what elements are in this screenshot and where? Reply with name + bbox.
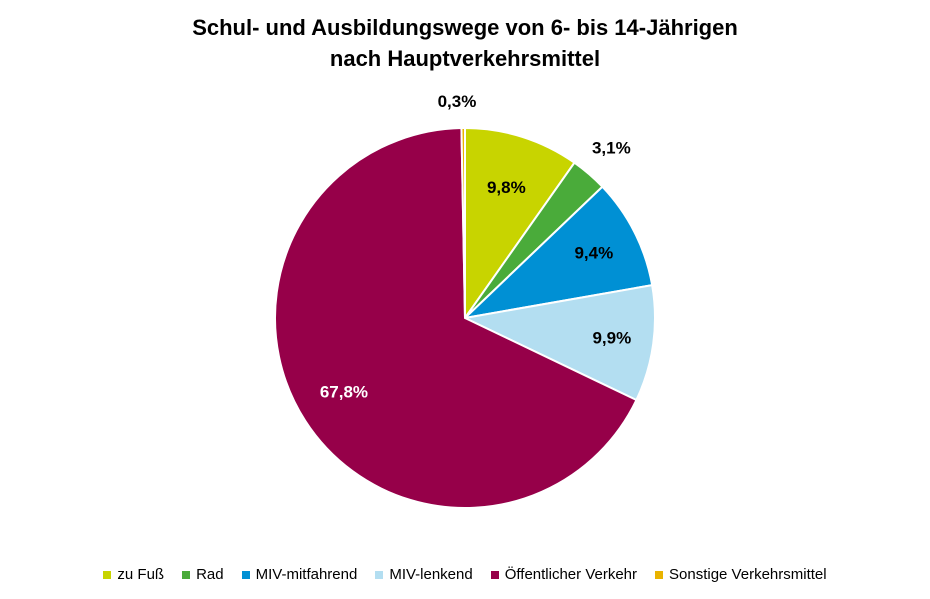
legend-swatch-5	[655, 570, 664, 579]
pie-slices	[274, 126, 656, 509]
legend-label-1: Rad	[196, 566, 224, 583]
legend-label-4: Öffentlicher Verkehr	[504, 566, 638, 583]
pie-labels: 9,8% 3,1% 9,4% 9,9% 67,8% 0,3%	[320, 92, 631, 402]
pie-slice-5	[460, 126, 466, 319]
legend-item-4: Öffentlicher Verkehr	[490, 566, 638, 583]
chart-title-line-1: Schul- und Ausbildungswege von 6- bis 14…	[192, 15, 738, 40]
pie-label-5: 0,3%	[438, 92, 477, 111]
legend-swatch-1	[182, 570, 191, 579]
legend-swatch-3	[375, 570, 384, 579]
legend-item-3: MIV-lenkend	[375, 566, 473, 583]
legend-label-0: zu Fuß	[117, 566, 165, 583]
pie-chart: 9,8% 3,1% 9,4% 9,9% 67,8% 0,3%	[274, 92, 656, 509]
legend-label-2: MIV-mitfahrend	[255, 566, 358, 583]
pie-slice-2	[461, 185, 654, 320]
legend-item-1: Rad	[182, 566, 224, 583]
legend-swatch-0	[103, 570, 112, 579]
pie-slice-0	[464, 126, 576, 322]
chart-title: Schul- und Ausbildungswege von 6- bis 14…	[0, 12, 930, 74]
legend-item-2: MIV-mitfahrend	[241, 566, 358, 583]
legend-label-3: MIV-lenkend	[389, 566, 473, 583]
legend-swatch-2	[241, 570, 250, 579]
legend-item-0: zu Fuß	[103, 566, 164, 583]
legend-swatch-4	[490, 570, 499, 579]
pie-slice-4	[274, 127, 638, 509]
pie-label-1: 3,1%	[592, 139, 631, 158]
pie-label-0: 9,8%	[487, 178, 526, 197]
pie-label-3: 9,9%	[592, 329, 631, 348]
legend-item-5: Sonstige Verkehrsmittel	[655, 566, 827, 583]
pie-slice-3	[461, 283, 656, 402]
chart-title-line-2: nach Hauptverkehrsmittel	[329, 46, 601, 71]
legend-label-5: Sonstige Verkehrsmittel	[669, 566, 827, 583]
pie-label-4: 67,8%	[320, 383, 368, 402]
legend: zu Fuß Rad MIV-mitfahrend MIV-lenkend Öffent…	[0, 566, 930, 583]
pie-label-2: 9,4%	[574, 243, 613, 262]
